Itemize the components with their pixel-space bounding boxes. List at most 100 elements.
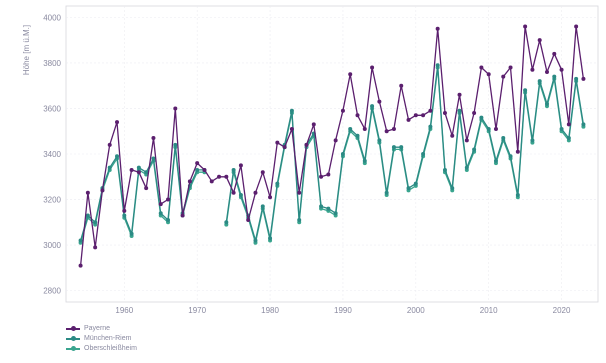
data-point [326,172,331,177]
data-point [107,142,112,147]
data-point [224,220,229,225]
data-point [486,126,491,131]
data-point [209,179,214,184]
legend-item-payerne: Payerne [66,324,137,333]
data-point [581,76,586,81]
x-tick-label: 1970 [188,306,206,315]
data-point [581,122,586,127]
data-point [275,140,280,145]
data-point [428,124,433,129]
data-point [493,126,498,131]
data-point [508,65,513,70]
data-point [530,67,535,72]
legend: Payerne München-Riem Oberschleißheim [66,324,137,354]
data-point [78,263,83,268]
data-point [173,142,178,147]
data-point [136,170,141,175]
data-point [552,51,557,56]
x-tick-label: 1990 [334,306,352,315]
data-point [340,108,345,113]
data-point [399,83,404,88]
data-point [523,24,528,29]
data-point [377,138,382,143]
data-point [85,190,90,195]
data-point [122,213,127,218]
series-group [78,24,586,268]
data-point [297,190,302,195]
data-point [238,163,243,168]
data-point [413,113,418,118]
data-point [472,147,477,152]
legend-swatch-icon [66,335,80,343]
data-point [362,126,367,131]
data-point [166,218,171,223]
data-point [537,38,542,43]
y-tick-label: 3200 [43,196,61,205]
data-point [457,108,462,113]
series-line [79,25,585,266]
data-point [464,165,469,170]
data-point [144,170,149,175]
data-point [115,154,120,159]
data-point [552,74,557,79]
data-point [231,190,236,195]
data-point [362,158,367,163]
data-point [501,74,506,79]
data-point [195,161,200,166]
data-point [413,181,418,186]
data-point [333,138,338,143]
data-point [442,167,447,172]
y-axis-title: Höhe [m ü.M.] [22,25,31,75]
y-tick-label: 2800 [43,287,61,296]
data-point [319,174,324,179]
data-point [348,126,353,131]
y-axis-ticks: 2800 3000 3200 3400 3600 3800 4000 [43,13,61,295]
x-tick-label: 1960 [115,306,133,315]
data-point [537,79,542,84]
data-point [544,101,549,106]
y-tick-label: 4000 [43,13,61,22]
data-point [377,99,382,104]
data-point [173,106,178,111]
data-point [180,213,185,218]
data-point [268,236,273,241]
legend-label: Payerne [84,325,111,332]
data-point [464,138,469,143]
data-point [224,174,229,179]
data-point [319,204,324,209]
data-point [217,174,222,179]
x-tick-label: 2020 [553,306,571,315]
data-point [326,206,331,211]
data-point [304,142,309,147]
data-point [253,190,258,195]
legend-swatch-icon [66,325,80,333]
x-tick-label: 2010 [480,306,498,315]
data-point [391,126,396,131]
data-point [457,92,462,97]
data-point [158,211,163,216]
data-point [289,126,294,131]
data-point [406,186,411,191]
data-point [260,204,265,209]
data-point [333,211,338,216]
data-point [559,126,564,131]
data-point [450,133,455,138]
data-point [421,152,426,156]
data-point [479,115,484,120]
data-point [435,26,440,31]
data-point [566,136,571,141]
data-point [151,136,156,141]
legend-swatch-icon [66,345,80,353]
data-point [391,145,396,150]
data-point [311,122,316,127]
data-point [523,88,528,93]
data-point [406,117,411,122]
data-point [151,156,156,161]
data-point [340,152,345,156]
data-point [93,245,98,250]
data-point [144,186,149,191]
data-point [231,167,236,172]
legend-label: München-Riem [84,335,132,342]
data-point [78,238,83,243]
